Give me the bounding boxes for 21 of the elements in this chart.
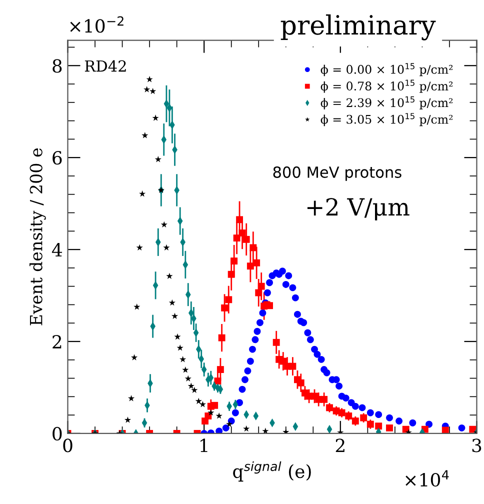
annotation: RD42 [84, 60, 126, 72]
x-axis-title: q$^{signal}$ (e) [233, 461, 311, 482]
legend-label: ϕ = 2.39 × 10$^{15}$ p/cm² [320, 96, 453, 110]
text: ×10$^{4}$ [406, 470, 449, 487]
y-tick-label: 2 [52, 334, 62, 348]
legend-label: ϕ = 3.05 × 10$^{15}$ p/cm² [320, 113, 453, 126]
x-tick-label: 1 [200, 438, 208, 452]
x-tick-label: 3 [472, 438, 482, 452]
annotation: +2 V/μm [307, 198, 410, 220]
legend-label: ϕ = 0.00 × 10$^{15}$ p/cm² [320, 63, 453, 76]
y-tick-label: 4 [52, 242, 62, 256]
annotation: 800 MeV protons [273, 166, 402, 181]
y-tick-label: 6 [52, 151, 62, 165]
chart-title: preliminary [280, 14, 436, 40]
legend-label: ϕ = 0.78 × 10$^{15}$ p/cm² [320, 80, 453, 93]
y-tick-label: 8 [52, 59, 62, 73]
y-tick-label: 0 [52, 426, 62, 441]
y-axis-title: Event density / 200 e [29, 148, 46, 326]
x-tick-label: 0 [63, 438, 72, 452]
x-tick-label: 2 [336, 438, 344, 452]
text: ×10$^{−2}$ [70, 16, 124, 33]
